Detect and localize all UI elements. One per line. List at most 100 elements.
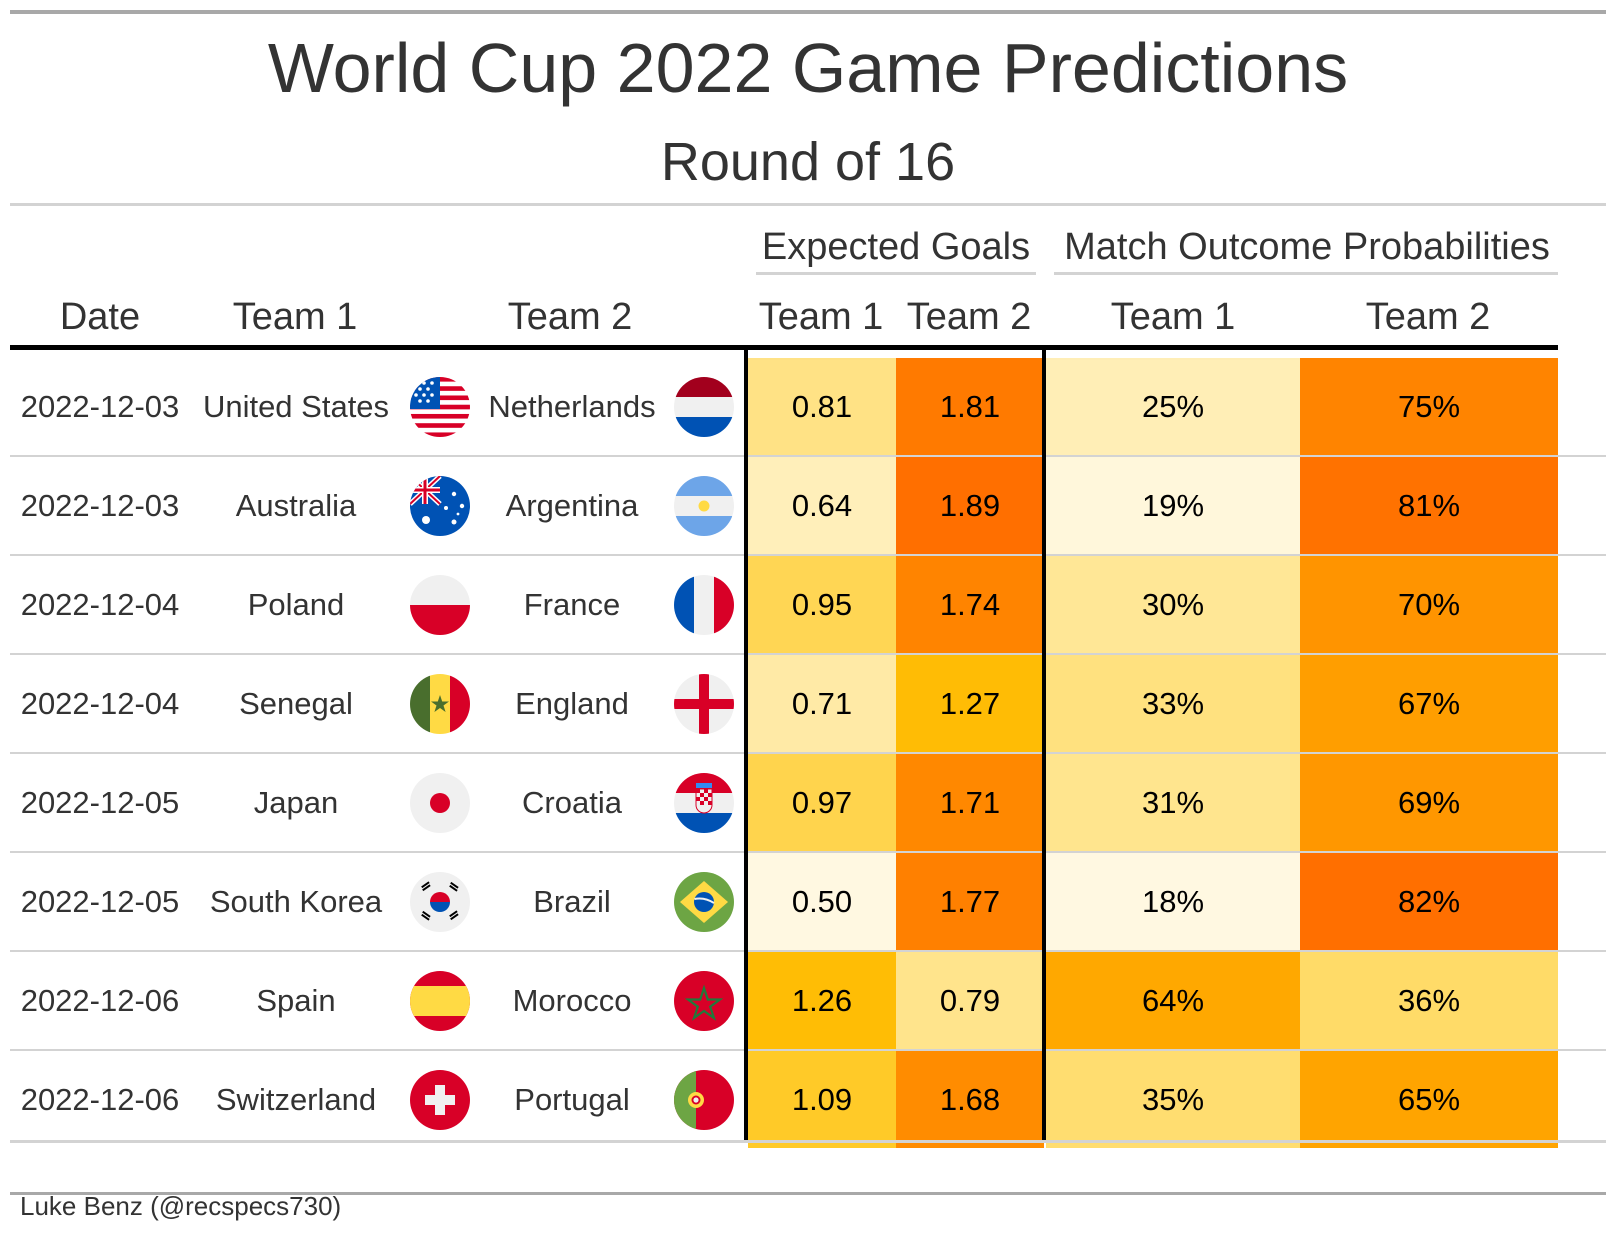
xg-team1-cell: 0.95: [748, 556, 896, 653]
south-korea-flag-icon: [410, 871, 470, 932]
prob-team1-cell: 31%: [1046, 754, 1300, 851]
column-header-prob-team2: Team 2: [1365, 296, 1491, 338]
top-rule: [10, 10, 1606, 14]
column-header-date: Date: [59, 296, 141, 338]
date-cell: 2022-12-05: [20, 883, 180, 919]
table-row: 2022-12-03 United States Netherlands 0.81 1…: [10, 358, 1606, 457]
morocco-flag-icon: [674, 970, 734, 1031]
table-row: 2022-12-06 Switzerland Portugal 1.09 1.68 35%…: [10, 1051, 1606, 1150]
table-bottom-rule: [10, 1140, 1606, 1143]
argentina-flag-icon: [674, 475, 734, 536]
header-rule: [10, 203, 1606, 206]
xg-team1-cell: 0.81: [748, 358, 896, 455]
team1-name: Switzerland: [215, 1081, 377, 1117]
team2-name: Croatia: [522, 784, 622, 820]
date-cell: 2022-12-06: [20, 1081, 180, 1117]
senegal-flag-icon: [410, 673, 470, 734]
column-header-prob-team1: Team 1: [1110, 296, 1236, 338]
row-separator: [10, 455, 1606, 457]
row-separator: [10, 752, 1606, 754]
chart-title: World Cup 2022 Game Predictions: [267, 29, 1349, 107]
column-header-rule: [10, 345, 1558, 350]
table-row: 2022-12-05 Japan Croatia 0.97 1.71 31% 69%: [10, 754, 1606, 853]
divider-left: [744, 350, 748, 1142]
xg-team2-cell: 1.68: [896, 1051, 1044, 1148]
team1-name: Australia: [235, 487, 357, 523]
poland-flag-icon: [410, 574, 470, 635]
row-separator: [10, 851, 1606, 853]
column-header-xg-team2: Team 2: [906, 296, 1032, 338]
divider-right: [1042, 350, 1046, 1142]
table-row: 2022-12-05 South Korea Brazil 0.50 1.77 18% 8…: [10, 853, 1606, 952]
chart-subtitle: Round of 16: [660, 132, 956, 192]
xg-team2-cell: 1.71: [896, 754, 1044, 851]
spanner-outcome-probabilities: Match Outcome Probabilities: [1064, 226, 1550, 268]
bottom-rule: [10, 1192, 1606, 1195]
team1-name: Japan: [253, 784, 339, 820]
row-separator: [10, 950, 1606, 952]
australia-flag-icon: [410, 475, 470, 536]
netherlands-flag-icon: [674, 376, 734, 437]
table-row: 2022-12-06 Spain Morocco 1.26 0.79 64% 36%: [10, 952, 1606, 1051]
team2-name: Argentina: [505, 487, 639, 523]
team2-name: Portugal: [514, 1081, 630, 1117]
prob-team1-cell: 25%: [1046, 358, 1300, 455]
date-cell: 2022-12-03: [20, 388, 180, 424]
prob-team2-cell: 70%: [1300, 556, 1558, 653]
prob-team1-cell: 35%: [1046, 1051, 1300, 1148]
xg-team1-cell: 0.64: [748, 457, 896, 554]
xg-team2-cell: 1.81: [896, 358, 1044, 455]
xg-team2-cell: 1.74: [896, 556, 1044, 653]
prob-team2-cell: 82%: [1300, 853, 1558, 950]
team2-name: Morocco: [512, 982, 632, 1018]
prob-team2-cell: 67%: [1300, 655, 1558, 752]
table-row: 2022-12-04 Poland France 0.95 1.74 30% 70%: [10, 556, 1606, 655]
footer-credit: Luke Benz (@recspecs730): [20, 1191, 342, 1221]
team1-name: Poland: [247, 586, 345, 622]
japan-flag-icon: [410, 772, 470, 833]
row-separator: [10, 1049, 1606, 1051]
column-header-team2: Team 2: [507, 296, 633, 338]
date-cell: 2022-12-04: [20, 685, 180, 721]
prob-team2-cell: 75%: [1300, 358, 1558, 455]
xg-team1-cell: 0.50: [748, 853, 896, 950]
spanner-expected-goals: Expected Goals: [761, 226, 1031, 268]
team1-name: Senegal: [239, 685, 353, 721]
xg-team1-cell: 0.71: [748, 655, 896, 752]
column-header-xg-team1: Team 1: [758, 296, 884, 338]
team2-name: France: [523, 586, 621, 622]
prob-team1-cell: 18%: [1046, 853, 1300, 950]
spanner-expected-goals-line: [756, 272, 1036, 275]
prob-team1-cell: 64%: [1046, 952, 1300, 1049]
team1-name: United States: [202, 388, 390, 424]
xg-team2-cell: 0.79: [896, 952, 1044, 1049]
xg-team2-cell: 1.77: [896, 853, 1044, 950]
date-cell: 2022-12-03: [20, 487, 180, 523]
row-separator: [10, 653, 1606, 655]
xg-team2-cell: 1.27: [896, 655, 1044, 752]
usa-flag-icon: [410, 376, 470, 437]
prob-team1-cell: 30%: [1046, 556, 1300, 653]
prob-team2-cell: 81%: [1300, 457, 1558, 554]
croatia-flag-icon: [674, 772, 734, 833]
xg-team1-cell: 0.97: [748, 754, 896, 851]
prob-team2-cell: 36%: [1300, 952, 1558, 1049]
prob-team1-cell: 19%: [1046, 457, 1300, 554]
team1-name: Spain: [256, 982, 336, 1018]
brazil-flag-icon: [674, 871, 734, 932]
date-cell: 2022-12-04: [20, 586, 180, 622]
switzerland-flag-icon: [410, 1069, 470, 1130]
portugal-flag-icon: [674, 1069, 734, 1130]
column-header-team1: Team 1: [232, 296, 358, 338]
date-cell: 2022-12-06: [20, 982, 180, 1018]
prob-team2-cell: 69%: [1300, 754, 1558, 851]
team1-name: South Korea: [209, 883, 383, 919]
date-cell: 2022-12-05: [20, 784, 180, 820]
prob-team1-cell: 33%: [1046, 655, 1300, 752]
spanner-outcome-probabilities-line: [1054, 272, 1558, 275]
row-separator: [10, 554, 1606, 556]
prob-team2-cell: 65%: [1300, 1051, 1558, 1148]
spain-flag-icon: [410, 970, 470, 1031]
team2-name: England: [515, 685, 629, 721]
team2-name: Netherlands: [488, 388, 656, 424]
